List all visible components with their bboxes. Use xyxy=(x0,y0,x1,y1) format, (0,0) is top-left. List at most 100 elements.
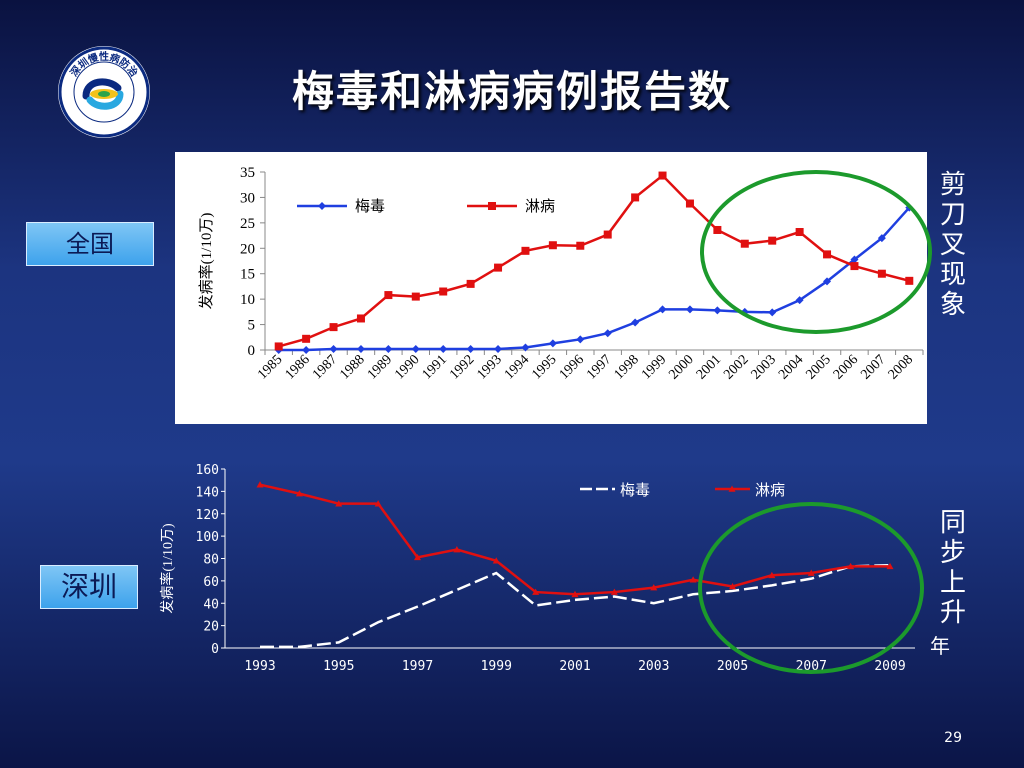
y-tick-label: 100 xyxy=(196,530,219,545)
data-point xyxy=(384,344,393,353)
x-tick-label: 1992 xyxy=(447,352,477,382)
x-tick-label: 2004 xyxy=(776,352,806,382)
data-point xyxy=(329,344,338,353)
y-tick-label: 25 xyxy=(240,216,255,232)
data-point xyxy=(494,263,503,272)
data-point xyxy=(631,318,640,327)
data-point xyxy=(521,246,530,255)
x-tick-label: 2005 xyxy=(803,352,833,382)
data-point xyxy=(492,557,500,564)
legend-marker xyxy=(488,202,496,210)
data-point xyxy=(411,344,420,353)
data-point xyxy=(256,481,264,488)
data-point xyxy=(650,584,658,591)
data-point xyxy=(384,291,393,300)
y-tick-label: 0 xyxy=(211,642,219,657)
data-point xyxy=(274,342,283,351)
chart-national: 0510152025303519851986198719881989199019… xyxy=(198,165,924,383)
y-tick-label: 0 xyxy=(248,343,256,359)
x-tick-label: 1999 xyxy=(481,659,512,674)
y-tick-label: 30 xyxy=(240,190,255,206)
x-tick-label: 1998 xyxy=(612,352,642,382)
y-tick-label: 140 xyxy=(196,485,219,500)
y-tick-label: 35 xyxy=(240,165,255,181)
slide-title: 梅毒和淋病病例报告数 xyxy=(291,67,732,116)
x-tick-label: 1991 xyxy=(420,352,450,382)
x-tick-label: 1999 xyxy=(639,352,669,382)
legend-label: 梅毒 xyxy=(355,197,385,215)
x-tick-label: 2001 xyxy=(559,659,590,674)
y-tick-label: 20 xyxy=(240,241,255,257)
page-number: 29 xyxy=(944,730,962,746)
y-tick-label: 10 xyxy=(240,292,255,308)
data-point xyxy=(610,588,618,595)
x-tick-label: 2006 xyxy=(831,352,861,382)
data-point xyxy=(603,329,612,338)
data-point xyxy=(453,546,461,553)
x-tick-label: 1995 xyxy=(323,659,354,674)
x-tick-label: 1990 xyxy=(392,352,422,382)
data-point xyxy=(548,241,557,250)
legend-marker xyxy=(318,202,326,210)
y-tick-label: 60 xyxy=(203,575,219,590)
x-tick-label: 2008 xyxy=(886,352,916,382)
x-tick-label: 1988 xyxy=(337,352,367,382)
data-point xyxy=(411,292,420,301)
x-tick-label: 1993 xyxy=(474,352,504,382)
data-point xyxy=(466,344,475,353)
legend-label: 淋病 xyxy=(755,481,785,499)
highlight-circle-national xyxy=(700,170,932,334)
y-axis-title: 发病率(1/10万) xyxy=(159,523,176,614)
data-point xyxy=(689,576,697,583)
x-tick-label: 2005 xyxy=(717,659,748,674)
data-point xyxy=(335,500,343,507)
y-tick-label: 15 xyxy=(240,267,255,283)
data-point xyxy=(532,588,540,595)
x-tick-label: 2001 xyxy=(694,352,724,382)
data-point xyxy=(295,490,303,497)
data-point xyxy=(302,334,311,343)
x-tick-label: 1987 xyxy=(310,352,340,382)
data-point xyxy=(302,346,311,354)
x-tick-label: 1993 xyxy=(244,659,275,674)
x-tick-label: 1994 xyxy=(502,352,532,382)
y-tick-label: 5 xyxy=(248,318,256,334)
data-point xyxy=(631,193,640,202)
y-tick-label: 20 xyxy=(203,620,219,635)
annotation-scissors: 剪刀叉现象 xyxy=(939,170,966,320)
data-point xyxy=(521,343,530,352)
x-tick-label: 1989 xyxy=(365,352,395,382)
data-point xyxy=(356,344,365,353)
data-point xyxy=(603,230,612,239)
x-tick-label: 2009 xyxy=(874,659,905,674)
annotation-year-suffix: 年 xyxy=(930,634,950,658)
x-tick-label: 1997 xyxy=(402,659,433,674)
x-tick-label: 1986 xyxy=(283,352,313,382)
x-tick-label: 2002 xyxy=(721,352,751,382)
data-point xyxy=(356,314,365,323)
legend-label: 淋病 xyxy=(525,197,555,215)
legend-label: 梅毒 xyxy=(620,481,650,499)
y-axis-title: 发病率(1/10万) xyxy=(198,213,215,310)
region-label-shenzhen: 深圳 xyxy=(40,565,138,609)
highlight-circle-shenzhen xyxy=(698,502,924,674)
data-point xyxy=(414,553,421,561)
y-tick-label: 80 xyxy=(203,553,219,568)
region-label-national: 全国 xyxy=(26,222,154,266)
x-tick-label: 1997 xyxy=(584,352,614,382)
x-tick-label: 2003 xyxy=(749,352,779,382)
annotation-sync-rise: 同步上升 xyxy=(939,508,966,628)
data-point xyxy=(439,344,448,353)
data-point xyxy=(548,339,557,348)
data-point xyxy=(466,279,475,288)
x-tick-label: 1996 xyxy=(557,352,587,382)
data-point xyxy=(685,199,694,208)
cdc-logo: 深圳慢性病防治 xyxy=(58,46,150,138)
data-point xyxy=(439,287,448,296)
x-tick-label: 1995 xyxy=(529,352,559,382)
x-tick-label: 1985 xyxy=(255,352,285,382)
legend-marker xyxy=(728,485,736,492)
y-tick-label: 120 xyxy=(196,508,219,523)
x-tick-label: 2003 xyxy=(638,659,669,674)
data-point xyxy=(329,323,338,332)
